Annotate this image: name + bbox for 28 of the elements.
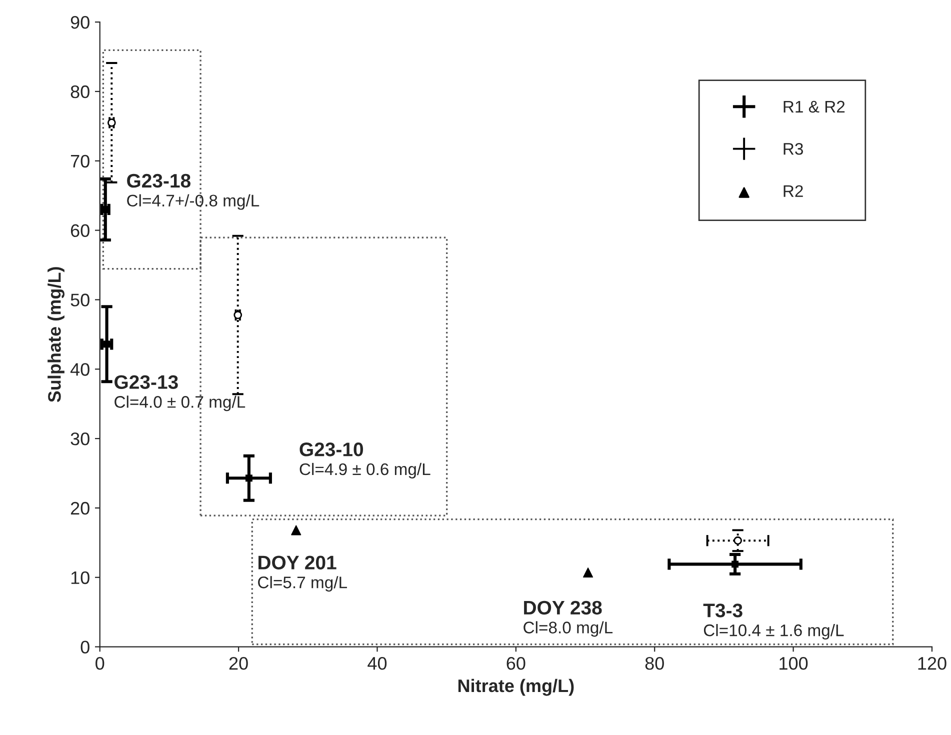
y-tick-label: 70 bbox=[70, 154, 90, 168]
y-tick-label: 30 bbox=[70, 432, 90, 446]
y-tick-label: 80 bbox=[70, 85, 90, 98]
legend-label: R1 & R2 bbox=[784, 100, 845, 113]
x-tick-label: 60 bbox=[506, 657, 526, 670]
legend-label: R3 bbox=[784, 143, 803, 155]
y-tick-label: 90 bbox=[70, 16, 90, 29]
x-tick-label: 40 bbox=[368, 657, 387, 670]
x-tick-label: 120 bbox=[918, 657, 946, 670]
x-tick-label: 0 bbox=[96, 657, 104, 670]
x-tick-label: 20 bbox=[229, 657, 248, 670]
x-tick-label: 100 bbox=[780, 657, 808, 670]
x-axis-title: Nitrate (mg/L) bbox=[458, 678, 574, 696]
x-tick-label: 80 bbox=[645, 657, 664, 670]
y-tick-label: 50 bbox=[70, 294, 90, 306]
annotation: DOY 238 Cl=8.0 mg/L bbox=[524, 600, 613, 637]
annotation: T3-3 Cl=10.4 ± 1.6 mg/L bbox=[703, 604, 844, 640]
y-tick-label: 20 bbox=[70, 502, 90, 515]
y-axis-title: Sulphate (mg/L) bbox=[48, 267, 64, 402]
annotation: G23-10 Cl=4.9 ± 0.6 mg/L bbox=[300, 442, 430, 478]
y-tick-label: 10 bbox=[71, 571, 90, 584]
legend-label: R2 bbox=[784, 185, 803, 197]
y-tick-label: 40 bbox=[70, 363, 90, 376]
annotation: DOY 201 Cl=5.7 mg/L bbox=[258, 556, 347, 592]
annotation: G23-13 Cl=4.0 ± 0.7 mg/L bbox=[114, 375, 246, 412]
y-tick-label: 0 bbox=[80, 640, 90, 654]
y-tick-label: 60 bbox=[70, 224, 90, 238]
annotation: G23-18 Cl=4.7+/-0.8 mg/L bbox=[127, 174, 260, 210]
